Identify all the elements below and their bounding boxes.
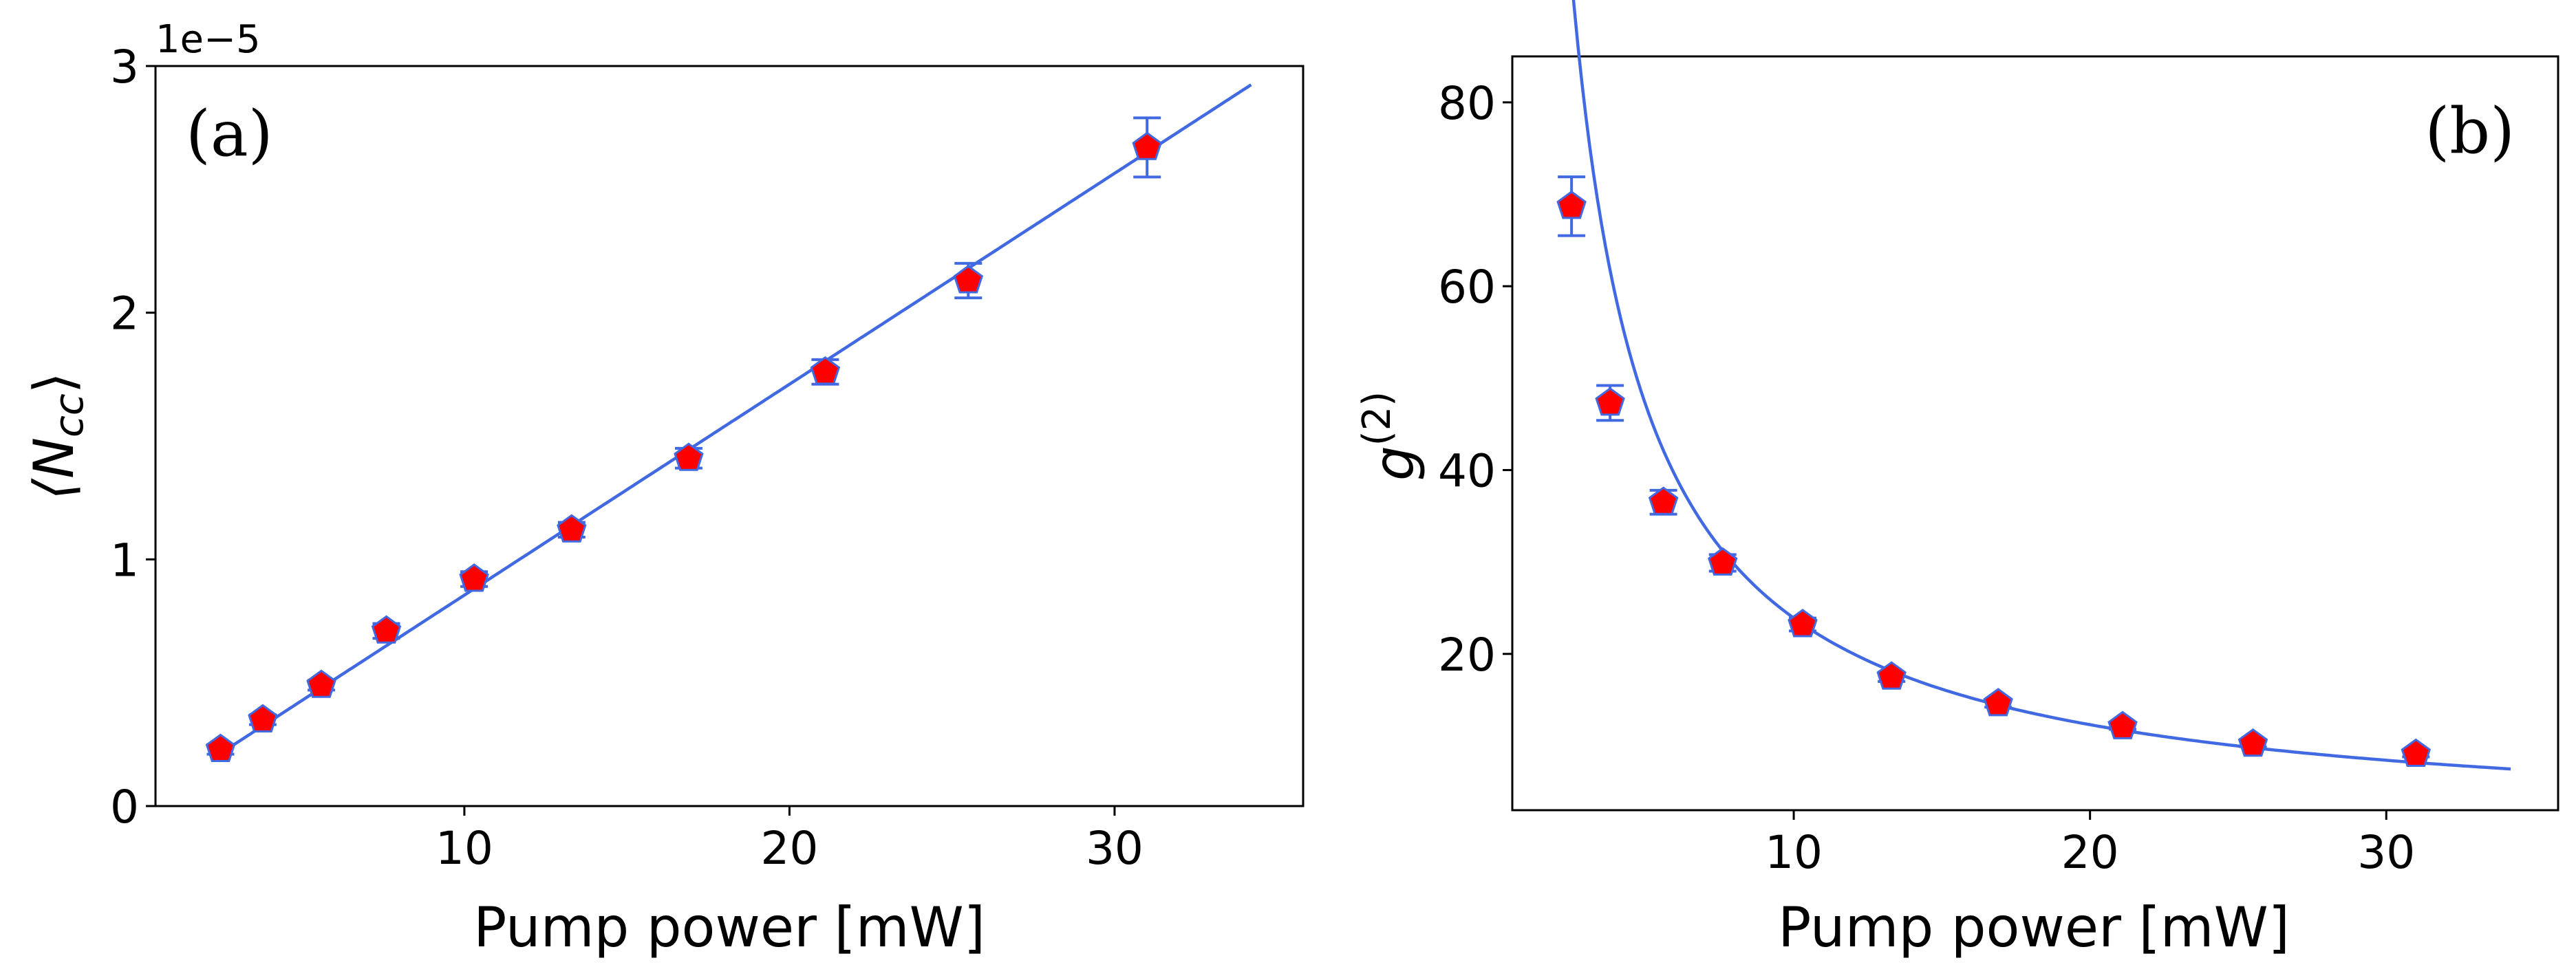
panel-label-a: (a) — [186, 97, 273, 171]
fit-group-a — [219, 83, 1252, 755]
data-point — [810, 356, 841, 385]
x-tick-label: 20 — [2061, 826, 2119, 879]
y-label-close-a: ⟩ — [22, 372, 86, 393]
data-point — [2107, 710, 2138, 739]
points-a — [205, 131, 1162, 762]
fit-line — [219, 83, 1252, 755]
y-tick-label: 0 — [110, 781, 139, 834]
y-tick-label: 80 — [1438, 77, 1496, 130]
x-tick-label: 30 — [1086, 822, 1144, 875]
data-point — [1648, 486, 1679, 515]
plot-frame-a — [154, 65, 1305, 807]
data-point — [1556, 191, 1587, 219]
data-point — [674, 442, 704, 471]
data-point — [205, 733, 236, 762]
errorbars-a — [206, 116, 1161, 756]
data-point — [2401, 738, 2432, 767]
data-point — [557, 514, 587, 543]
y-tick-label: 20 — [1438, 629, 1496, 682]
data-point — [1788, 609, 1818, 638]
y-ticks-b: 20 40 60 80 — [1438, 77, 1512, 682]
x-ticks-b: 10 20 30 — [1765, 810, 2415, 879]
y-tick-label: 40 — [1438, 444, 1496, 497]
panel-label-b: (b) — [2425, 94, 2515, 168]
points-b — [1556, 191, 2432, 767]
x-axis-label-b: Pump power [mW] — [1778, 895, 2290, 959]
y-label-sub-a: cc — [45, 393, 92, 437]
data-point — [1132, 131, 1162, 160]
data-point — [459, 563, 489, 592]
panel-a: 10 20 30 0 1 2 3 (a) 1e−5 Pump power [mW] ⟨Nc… — [22, 17, 1305, 959]
y-axis-label-b: g(2) — [1355, 391, 1426, 481]
data-point — [1708, 547, 1738, 576]
y-label-sup-b: (2) — [1355, 391, 1399, 446]
x-tick-label: 20 — [760, 822, 818, 875]
y-tick-label: 3 — [110, 41, 139, 94]
y-tick-label: 2 — [110, 287, 139, 340]
y-ticks-a: 0 1 2 3 — [110, 41, 155, 834]
panel-b: 10 20 30 20 40 60 80 (b) Pump power [mW] g(2) — [1355, 0, 2559, 959]
data-point — [1876, 661, 1907, 690]
data-point — [306, 669, 336, 698]
data-point — [1983, 688, 2013, 717]
x-axis-label-a: Pump power [mW] — [473, 895, 985, 959]
data-point — [248, 704, 278, 732]
data-point — [953, 265, 984, 294]
fit-group-b — [1571, 0, 2511, 771]
data-point — [2237, 728, 2268, 757]
errorbars-b — [1558, 175, 2430, 759]
x-tick-label: 10 — [436, 822, 493, 875]
fit-line — [1571, 0, 2511, 771]
y-tick-label: 1 — [110, 534, 139, 587]
y-tick-label: 60 — [1438, 261, 1496, 314]
x-ticks-a: 10 20 30 — [436, 806, 1144, 875]
y-label-main-b: g — [1362, 446, 1426, 481]
data-point — [371, 615, 402, 644]
x-tick-label: 10 — [1765, 826, 1823, 879]
x-tick-label: 30 — [2357, 826, 2415, 879]
data-point — [1595, 387, 1625, 416]
plot-frame-b — [1511, 55, 2559, 812]
offset-label-a: 1e−5 — [155, 17, 261, 62]
y-axis-label-a: ⟨Ncc⟩ — [22, 372, 92, 500]
y-label-main-a: ⟨N — [22, 437, 86, 500]
